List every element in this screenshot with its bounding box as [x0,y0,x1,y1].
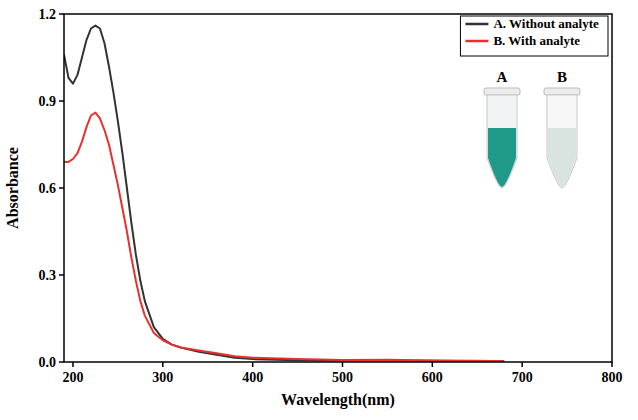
x-axis-title: Wavelength(nm) [281,391,395,409]
series-line [64,113,504,362]
legend: A. Without analyte B. With analyte [460,16,608,56]
tube-body [487,95,517,188]
y-tick-label: 0.9 [39,94,57,109]
y-tick [59,274,64,276]
y-tick-label: 0.3 [39,268,57,283]
x-tick [432,362,434,367]
inset-label: B [557,69,567,85]
tube-liquid [548,128,576,187]
legend-box [460,16,608,56]
chart: 200 300 400 500 600 700 800 0.0 0.3 0.6 0.9 1.2 Wave… [0,0,638,420]
tube-cap [484,88,520,95]
x-tick-label: 200 [62,370,83,385]
x-tick-label: 700 [512,370,533,385]
legend-label: A. Without analyte [493,16,599,31]
plot-frame [64,14,612,362]
y-axis-title: Absorbance [4,147,21,229]
y-tick [59,361,64,363]
x-tick-label: 800 [602,370,623,385]
series-line [64,26,504,362]
inset-label: A [497,69,508,85]
tube-liquid [488,128,516,187]
page: {"chart_data": { "type": "line", "x_labe… [0,0,638,420]
x-tick-label: 300 [152,370,173,385]
x-tick [611,362,613,367]
y-tick-label: 0.0 [39,355,57,370]
x-tick-label: 600 [422,370,443,385]
y-tick [59,187,64,189]
legend-swatch [465,23,488,26]
tube-body [547,95,577,188]
x-tick-label: 500 [332,370,353,385]
inset-tubes: AB [484,69,580,188]
legend-swatch [465,40,488,43]
y-tick-label: 0.6 [39,181,57,196]
x-tick [252,362,254,367]
tube-cap [544,88,580,95]
y-tick [59,13,64,15]
legend-label: B. With analyte [493,33,580,48]
x-tick-label: 400 [242,370,263,385]
x-tick [162,362,164,367]
y-tick-label: 1.2 [39,7,57,22]
y-tick [59,100,64,102]
x-tick [72,362,74,367]
lines [64,26,504,362]
x-tick [521,362,523,367]
x-tick [342,362,344,367]
